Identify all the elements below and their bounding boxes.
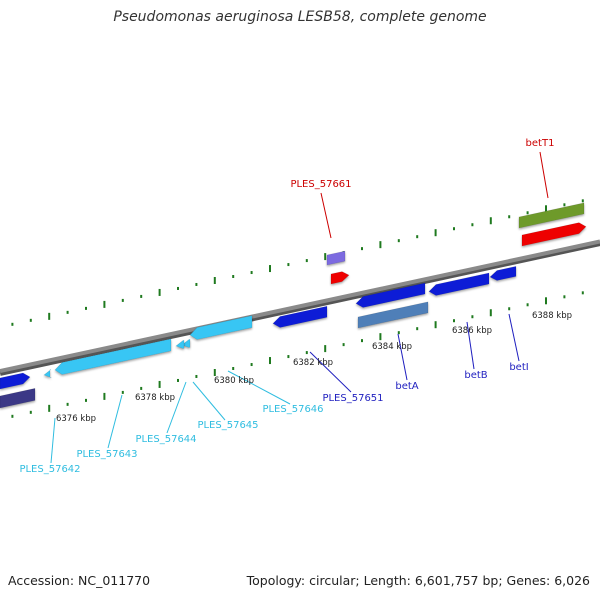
accession-text: Accession: NC_011770 [8, 573, 151, 588]
kbp-tick-label: 6376 kbp [56, 414, 96, 424]
kbp-tick-label: 6380 kbp [214, 376, 254, 386]
gene-label[interactable]: betA [395, 381, 418, 392]
gene-label[interactable]: PLES_57651 [322, 393, 383, 404]
leader-line [50, 417, 56, 464]
leader-line [320, 192, 332, 239]
gene-betI[interactable] [489, 265, 517, 281]
kbp-labels: 6376 kbp 6378 kbp 6380 kbp 6382 kbp 6384 kbp… [56, 311, 572, 424]
gene-betT1-olive[interactable] [518, 202, 585, 229]
leader-line [539, 151, 549, 199]
leader-line [107, 394, 123, 449]
gene-PLES-57642[interactable] [43, 369, 53, 379]
leader-line [192, 381, 226, 421]
gene-betA[interactable] [355, 282, 426, 308]
kbp-tick-label: 6384 kbp [372, 342, 412, 352]
kbp-tick-label: 6388 kbp [532, 311, 572, 321]
gene-PLES-57644[interactable] [175, 339, 185, 349]
leader-line [166, 381, 187, 434]
gene-betB[interactable] [428, 272, 490, 296]
inner-tick-track [11, 291, 584, 418]
kbp-tick-label: 6382 kbp [293, 358, 333, 368]
gene-betT1[interactable] [521, 222, 587, 247]
gene-left-edge-blue[interactable] [0, 372, 31, 390]
genome-summary-text: Topology: circular; Length: 6,601,757 bp… [246, 573, 590, 588]
leader-line [466, 321, 475, 370]
gene-label[interactable]: PLES_57643 [76, 449, 137, 460]
gene-betA-steel[interactable] [357, 301, 429, 329]
gene-label[interactable]: PLES_57661 [290, 179, 351, 190]
leader-line [508, 313, 520, 362]
gene-label[interactable]: PLES_57642 [19, 464, 80, 475]
gene-PLES-57661-purple[interactable] [326, 250, 346, 266]
kbp-tick-label: 6386 kbp [452, 326, 492, 336]
gene-PLES-57646[interactable] [189, 315, 253, 340]
gene-labels[interactable]: betT1 PLES_57661 PLES_57651 betA betB betI PLE… [19, 138, 554, 475]
gene-left-edge-navy[interactable] [0, 388, 36, 409]
gene-label[interactable]: PLES_57645 [197, 420, 258, 431]
kbp-tick-label: 6378 kbp [135, 393, 175, 403]
gene-label[interactable]: betI [509, 362, 528, 373]
gene-label[interactable]: betT1 [526, 138, 555, 149]
gene-PLES-57661[interactable] [330, 271, 350, 285]
leader-line [309, 351, 352, 393]
gene-PLES-57643[interactable] [54, 338, 172, 375]
backbone-line [0, 239, 600, 373]
label-leaders [50, 151, 549, 464]
outer-tick-track [11, 199, 584, 326]
gene-label[interactable]: betB [464, 370, 487, 381]
gene-label[interactable]: PLES_57644 [135, 434, 196, 445]
genome-backbone [0, 239, 600, 376]
gene-label[interactable]: PLES_57646 [262, 404, 323, 415]
gene-PLES-57651[interactable] [272, 305, 328, 328]
gene-features[interactable] [0, 202, 587, 409]
genome-title: Pseudomonas aeruginosa LESB58, complete … [113, 9, 487, 25]
leader-line [227, 370, 291, 405]
leader-line [397, 333, 408, 381]
